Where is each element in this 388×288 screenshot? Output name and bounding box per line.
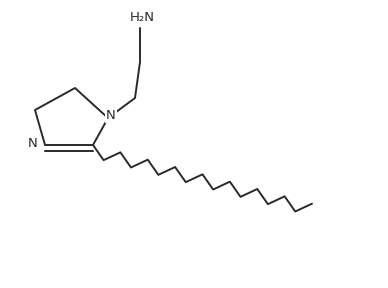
Text: N: N: [28, 137, 38, 150]
Text: N: N: [106, 109, 116, 122]
Text: H₂N: H₂N: [130, 11, 154, 24]
